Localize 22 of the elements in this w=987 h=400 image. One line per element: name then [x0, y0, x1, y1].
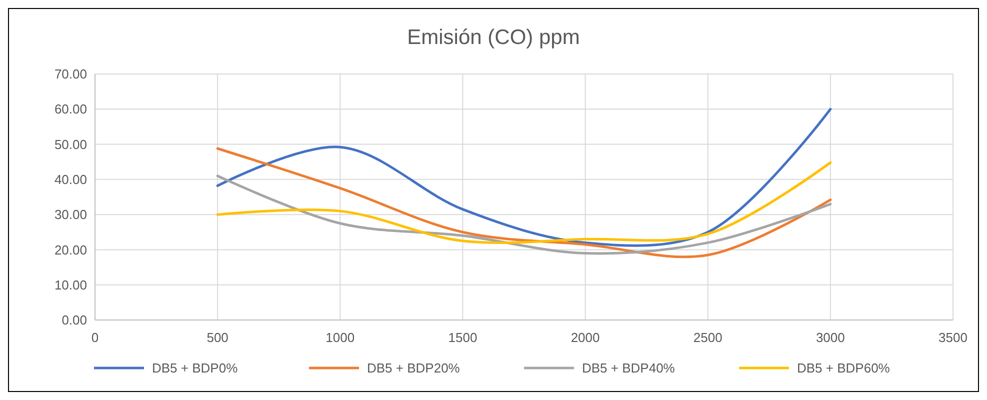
x-tick-label: 2000 [570, 330, 600, 345]
legend-label: DB5 + BDP60% [797, 360, 890, 376]
legend-label: DB5 + BDP0% [152, 360, 238, 376]
x-tick-label: 1000 [326, 330, 355, 345]
x-tick-label: 3000 [816, 330, 845, 345]
y-tick-label: 20.00 [54, 242, 87, 258]
x-tick-label: 1500 [448, 330, 478, 345]
y-tick-label: 60.00 [54, 102, 87, 117]
x-tick-label: 500 [206, 330, 228, 345]
x-tick-label: 3500 [938, 330, 968, 345]
y-tick-label: 30.00 [54, 207, 87, 222]
legend-label: DB5 + BDP40% [582, 360, 676, 376]
y-tick-label: 0.00 [62, 312, 87, 328]
x-tick-label: 2500 [693, 330, 722, 345]
y-tick-label: 70.00 [54, 66, 87, 82]
y-tick-label: 10.00 [54, 277, 87, 292]
y-tick-label: 40.00 [54, 172, 87, 187]
x-tick-label: 0 [91, 330, 99, 345]
legend-label: DB5 + BDP20% [367, 360, 460, 376]
y-tick-label: 50.00 [54, 136, 87, 152]
chart-title: Emisión (CO) ppm [407, 26, 580, 49]
line-series [216, 174, 832, 255]
